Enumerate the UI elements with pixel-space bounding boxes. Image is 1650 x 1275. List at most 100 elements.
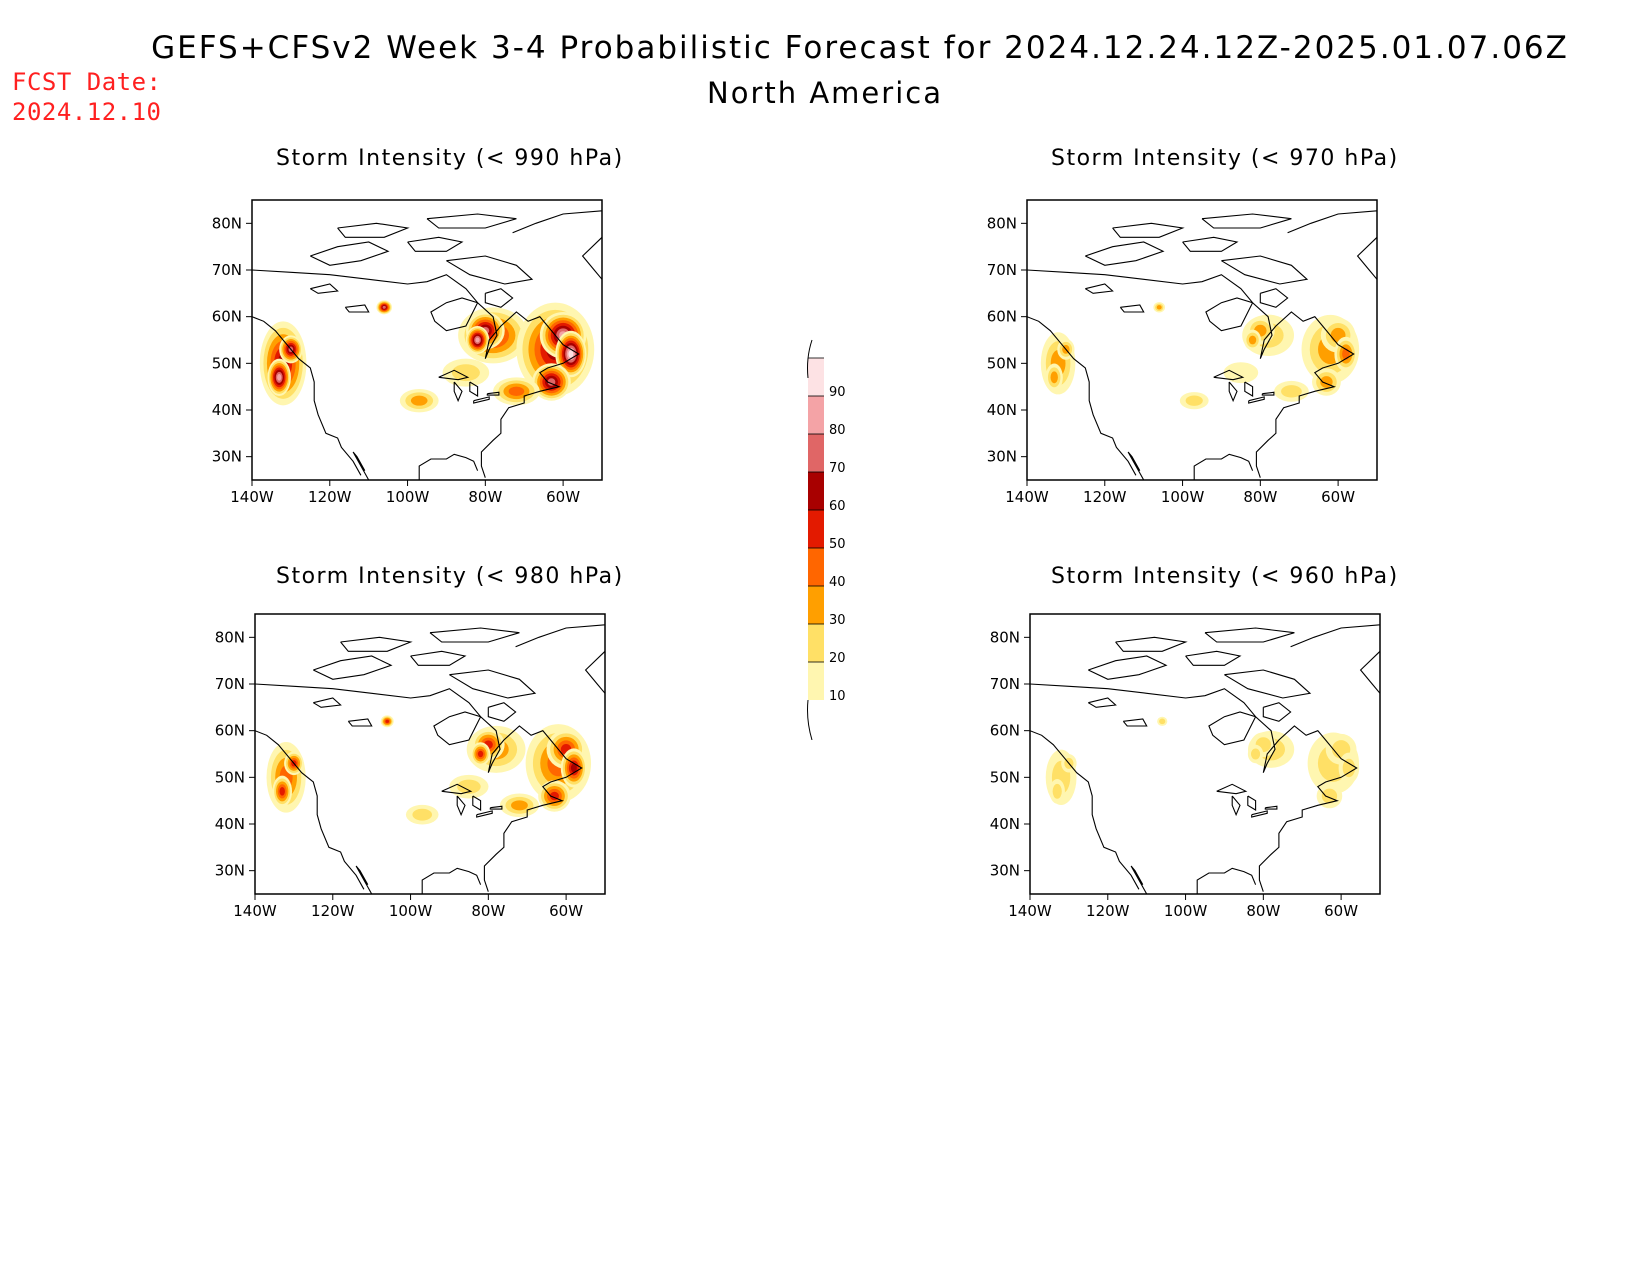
- lon-tick-label: 100W: [386, 488, 430, 506]
- lon-tick-label: 60W: [549, 902, 583, 920]
- island-outline: [1262, 702, 1292, 722]
- colorbar-segment: [808, 434, 824, 472]
- probability-shade: [1250, 748, 1261, 760]
- probability-shade: [1185, 395, 1203, 406]
- shading-layer: [1040, 302, 1360, 410]
- panel-980hpa: Storm Intensity (< 980 hPa) 80N 70N 60N 50N…: [200, 558, 640, 938]
- island-outline: [487, 702, 517, 722]
- lat-tick-label: 70N: [990, 675, 1020, 693]
- coastline: [1027, 269, 1355, 478]
- map-frame: [254, 613, 606, 895]
- coastline: [1290, 624, 1380, 694]
- lake-outline: [313, 697, 342, 708]
- lon-tick-label: 140W: [230, 488, 274, 506]
- lon-tick-label: 120W: [311, 902, 355, 920]
- coastlines: [252, 210, 602, 480]
- island-outline: [310, 241, 390, 266]
- lake-outline: [453, 381, 463, 403]
- shading-layer: [266, 715, 592, 825]
- colorbar-segment: [808, 662, 824, 700]
- colorbar-segment: [808, 510, 824, 548]
- island-outline: [1204, 627, 1295, 643]
- lake-outline: [469, 381, 479, 397]
- island-outline: [446, 255, 534, 285]
- lon-tick-label: 140W: [1005, 488, 1049, 506]
- coastlines: [1027, 210, 1377, 480]
- colorbar-label: 90: [829, 385, 846, 400]
- panel-title: Storm Intensity (< 960 hPa): [1051, 564, 1399, 589]
- island-outline: [340, 636, 413, 652]
- lake-outline: [1248, 396, 1265, 404]
- lake-outline: [472, 795, 482, 811]
- lake-outline: [1264, 805, 1278, 810]
- island-outline: [429, 627, 520, 643]
- colorbar-label: 30: [829, 613, 846, 628]
- probability-shade: [1050, 371, 1058, 384]
- lat-tick-label: 80N: [990, 628, 1020, 646]
- probability-shade: [1223, 362, 1259, 384]
- coastline: [418, 453, 479, 480]
- probability-colorbar: 90 80 70 60 50 40 30 20 10: [807, 339, 846, 740]
- coastline: [255, 730, 365, 890]
- lake-outline: [486, 391, 500, 396]
- coastline: [1287, 210, 1377, 280]
- probability-shade: [277, 374, 282, 381]
- map-frame: [251, 199, 603, 481]
- probability-shade: [477, 750, 484, 758]
- lon-tick-label: 140W: [1008, 902, 1052, 920]
- probability-shade: [1342, 758, 1356, 778]
- coastline: [355, 865, 373, 894]
- panel-970hpa: Storm Intensity (< 970 hPa) 80N 70N 60N 50N…: [975, 140, 1415, 520]
- lon-tick-label: 80W: [1243, 488, 1277, 506]
- island-outline: [1112, 222, 1185, 238]
- probability-shade: [451, 364, 480, 382]
- probability-shade: [570, 763, 577, 773]
- lon-tick-label: 120W: [1083, 488, 1127, 506]
- probability-shade: [279, 787, 285, 796]
- colorbar-label: 70: [829, 461, 846, 476]
- probability-shade: [568, 350, 574, 358]
- lat-tick-label: 30N: [215, 862, 245, 880]
- lake-outline: [441, 783, 473, 795]
- lake-outline: [347, 718, 373, 727]
- panel-title: Storm Intensity (< 990 hPa): [276, 146, 624, 171]
- lake-outline: [1231, 795, 1241, 817]
- lon-tick-label: 80W: [468, 488, 502, 506]
- panel-960hpa: Storm Intensity (< 960 hPa) 80N 70N 60N 50N…: [975, 558, 1415, 938]
- lon-tick-label: 100W: [1161, 488, 1205, 506]
- lat-tick-label: 40N: [990, 815, 1020, 833]
- map-990hpa: 80N 70N 60N 50N 40N 30N 140W 120W 100W 80W 60W: [212, 199, 603, 506]
- lake-outline: [438, 369, 470, 381]
- map-frame: [1026, 199, 1378, 481]
- probability-shade: [1159, 718, 1166, 725]
- lat-tick-label: 40N: [212, 401, 242, 419]
- lat-tick-label: 60N: [990, 722, 1020, 740]
- probability-shade: [412, 808, 433, 821]
- coastline: [512, 210, 602, 280]
- colorbar-segment: [808, 358, 824, 396]
- colorbar-segment: [808, 586, 824, 624]
- lat-tick-label: 80N: [212, 214, 242, 232]
- probability-shade: [385, 719, 390, 723]
- lake-outline: [1251, 810, 1268, 818]
- coastline: [1030, 730, 1140, 890]
- coastline: [421, 867, 482, 894]
- lake-outline: [1261, 391, 1275, 396]
- probability-shade: [1052, 783, 1062, 799]
- lon-tick-label: 80W: [1246, 902, 1280, 920]
- colorbar-bottom-cap: [807, 699, 813, 740]
- lat-tick-label: 70N: [987, 261, 1017, 279]
- colorbar-segment: [808, 472, 824, 510]
- island-outline: [449, 669, 537, 699]
- island-outline: [313, 655, 393, 680]
- region-subtitle: North America: [707, 76, 943, 110]
- lat-tick-label: 60N: [215, 722, 245, 740]
- colorbar-top-cap: [807, 339, 813, 379]
- lat-tick-label: 80N: [215, 628, 245, 646]
- shading-layer: [1045, 716, 1360, 809]
- island-outline: [1185, 650, 1242, 666]
- island-outline: [1182, 236, 1239, 252]
- island-outline: [1088, 655, 1168, 680]
- island-outline: [1115, 636, 1188, 652]
- lon-tick-label: 80W: [471, 902, 505, 920]
